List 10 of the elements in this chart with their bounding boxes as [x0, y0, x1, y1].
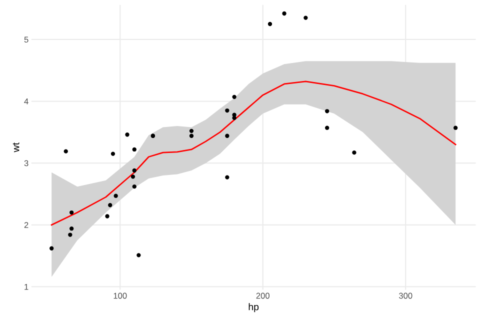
x-axis-title: hp — [248, 303, 259, 312]
y-tick-label: 3 — [24, 160, 28, 166]
y-tick-label: 4 — [24, 98, 28, 104]
y-tick-label: 1 — [24, 284, 28, 290]
x-tick-label: 200 — [256, 292, 270, 299]
y-tick-label: 2 — [24, 222, 28, 228]
x-tick-label: 300 — [398, 292, 412, 299]
y-axis-title: wt — [12, 142, 20, 152]
y-tick-label: 5 — [24, 36, 28, 43]
x-tick-label: 100 — [114, 292, 127, 299]
